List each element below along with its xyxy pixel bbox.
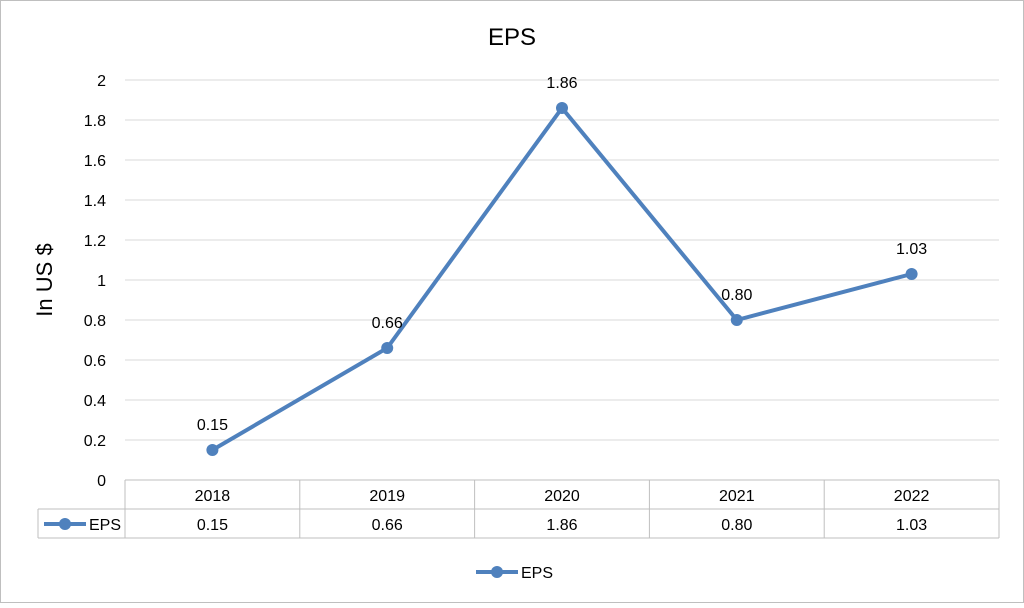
data-label: 0.66 [372,315,403,332]
gridlines [125,79,999,441]
legend-key-marker [491,566,503,578]
data-point-marker [381,342,394,354]
data-label: 0.15 [197,417,228,434]
y-tick-label: 0.6 [84,353,106,370]
table-value-cell: 1.86 [546,517,577,534]
table-value-cell: 0.66 [372,517,403,534]
x-tick-label: 2018 [195,488,231,505]
data-point-marker [206,444,219,456]
y-tick-label: 2 [97,73,106,90]
legend: EPS [476,565,553,582]
table-value-cell: 1.03 [896,517,927,534]
y-tick-label: 1.4 [84,193,106,210]
data-point-marker [556,102,568,114]
y-tick-label: 0.4 [84,393,106,410]
data-labels: 0.15 0.66 1.86 0.80 1.03 [197,75,927,434]
x-tick-label: 2019 [369,488,405,505]
x-tick-label: 2021 [719,488,755,505]
table-value-cell: 0.15 [197,517,228,534]
table-value-cell: 0.80 [721,517,752,534]
x-tick-label: 2020 [544,488,580,505]
data-point-marker [905,268,918,280]
y-tick-label: 1.6 [84,153,106,170]
table-legend-key-marker [59,518,71,530]
series-line [206,102,918,456]
data-table: 2018 0.15 2019 0.66 2020 1.86 2021 0.80 2022 1.03… [37,479,1000,539]
legend-label: EPS [521,565,553,582]
data-point-marker [730,314,743,326]
table-series-name: EPS [89,517,121,534]
y-tick-labels: 0 0.2 0.4 0.6 0.8 1 1.2 1.4 1.6 1.8 2 [84,73,106,490]
x-tick-label: 2022 [894,488,930,505]
y-tick-label: 1.8 [84,113,106,130]
y-tick-label: 1 [97,273,106,290]
data-label: 0.80 [721,287,752,304]
y-tick-label: 0.8 [84,313,106,330]
chart-title: EPS [488,24,536,51]
y-axis-label: In US $ [32,243,57,316]
y-tick-label: 0 [97,473,106,490]
data-label: 1.03 [896,241,927,258]
data-label: 1.86 [546,75,577,92]
y-tick-label: 1.2 [84,233,106,250]
y-tick-label: 0.2 [84,433,106,450]
